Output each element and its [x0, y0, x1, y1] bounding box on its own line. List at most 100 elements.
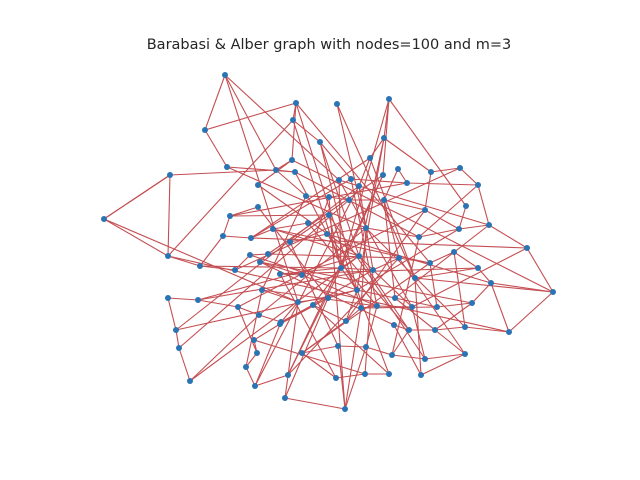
graph-edge: [328, 196, 350, 201]
graph-node: [550, 289, 556, 295]
graph-edge: [284, 297, 329, 399]
graph-edge: [245, 366, 256, 387]
graph-edge: [301, 262, 431, 354]
graph-node: [224, 164, 230, 170]
graph-edge: [103, 218, 299, 303]
graph-node: [303, 193, 309, 199]
graph-edge: [436, 302, 473, 308]
graph-edge: [197, 269, 374, 301]
graph-edge: [337, 345, 367, 348]
graph-node: [416, 234, 422, 240]
graph-edge: [229, 182, 408, 217]
graph-node: [292, 169, 298, 175]
graph-node: [343, 318, 349, 324]
graph-edge: [275, 169, 296, 173]
graph-node: [299, 350, 305, 356]
graph-node: [475, 265, 481, 271]
graph-node: [422, 207, 428, 213]
graph-edge: [259, 261, 473, 304]
graph-edge: [253, 323, 281, 341]
graph-node: [428, 169, 434, 175]
graph-edge: [344, 307, 362, 410]
graph-node: [395, 166, 401, 172]
graph-edge: [453, 251, 479, 269]
graph-edge: [292, 119, 321, 143]
graph-node: [409, 304, 415, 310]
graph-node: [422, 356, 428, 362]
graph-edge: [287, 174, 384, 376]
graph-node: [451, 249, 457, 255]
graph-node: [173, 327, 179, 333]
graph-edge: [167, 297, 199, 301]
graph-edge: [414, 267, 479, 279]
graph-node: [101, 216, 107, 222]
graph-node: [469, 300, 475, 306]
graph-edge: [345, 289, 358, 322]
graph-node: [354, 287, 360, 293]
graph-node: [334, 101, 340, 107]
graph-edge: [364, 269, 374, 375]
graph-edge: [434, 302, 473, 331]
graph-edge: [418, 228, 460, 238]
graph-edge: [326, 227, 367, 235]
graph-edge: [411, 247, 528, 308]
graph-node: [220, 233, 226, 239]
graph-edge: [388, 98, 467, 207]
graph-node: [254, 350, 260, 356]
graph-edge: [319, 141, 358, 291]
graph-node: [247, 252, 253, 258]
graph-node: [295, 299, 301, 305]
graph-edge: [477, 267, 492, 284]
graph-node: [432, 327, 438, 333]
graph-edge: [488, 224, 528, 249]
graph-node: [285, 372, 291, 378]
graph-edge: [197, 299, 239, 308]
graph-node: [333, 375, 339, 381]
graph-edge: [411, 306, 426, 360]
graph-edge: [383, 199, 426, 211]
graph-node: [299, 272, 305, 278]
graph-edge: [167, 174, 171, 257]
graph-edge: [424, 171, 432, 211]
graph-edge: [294, 171, 420, 238]
graph-node: [265, 251, 271, 257]
graph-node: [356, 183, 362, 189]
graph-edge: [335, 373, 366, 379]
graph-node: [488, 280, 494, 286]
graph-node: [282, 395, 288, 401]
graph-edge: [429, 251, 455, 264]
graph-node: [462, 324, 468, 330]
graph-node: [381, 197, 387, 203]
graph-edge: [284, 301, 299, 399]
graph-edge: [279, 267, 479, 275]
graph-node: [342, 406, 348, 412]
graph-edge: [365, 346, 393, 356]
graph-edge: [189, 255, 360, 382]
graph-edge: [356, 289, 396, 299]
graph-node: [338, 265, 344, 271]
graph-edge: [289, 233, 328, 243]
graph-edge: [275, 169, 307, 197]
graph-node: [486, 222, 492, 228]
graph-edge: [358, 157, 371, 187]
graph-edge: [222, 235, 252, 239]
graph-edge: [261, 195, 307, 291]
graph-edge: [189, 314, 260, 382]
graph-edge: [319, 141, 352, 180]
graph-node: [257, 259, 263, 265]
graph-edge: [459, 167, 479, 186]
graph-edge: [261, 289, 299, 303]
graph-node: [374, 303, 380, 309]
graph-edge: [358, 255, 374, 271]
graph-nodes: [101, 72, 556, 412]
graph-node: [346, 197, 352, 203]
graph-node: [293, 100, 299, 106]
graph-edge: [169, 169, 277, 176]
graph-edge: [254, 374, 289, 387]
graph-node: [290, 117, 296, 123]
graph-edge: [328, 196, 346, 410]
graph-node: [197, 263, 203, 269]
graph-edge: [204, 102, 297, 131]
graph-edge: [350, 178, 378, 307]
graph-edge: [424, 353, 466, 360]
